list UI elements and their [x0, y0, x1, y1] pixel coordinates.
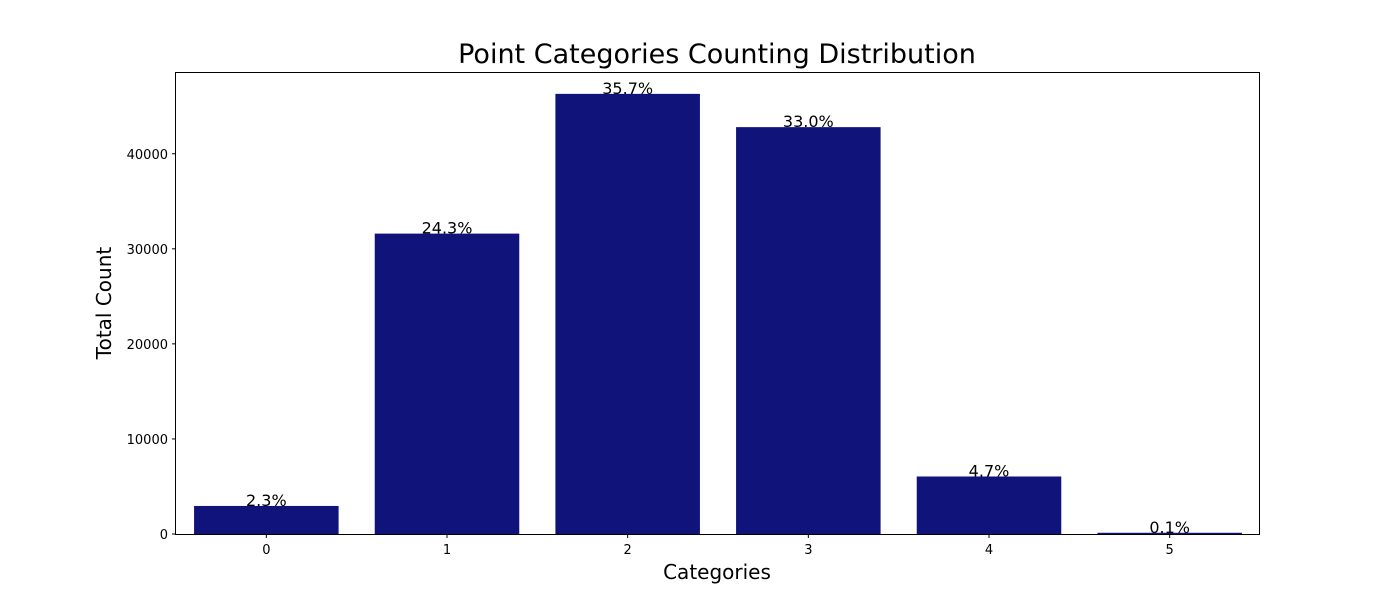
x-axis-label: Categories	[663, 560, 771, 584]
x-tick-label-5: 5	[1166, 543, 1174, 558]
bar-1	[374, 233, 520, 535]
data-label-1: 24.3%	[422, 219, 473, 238]
data-label-4: 4.7%	[969, 461, 1010, 480]
data-label-3: 33.0%	[783, 112, 834, 131]
bar-2	[555, 93, 700, 534]
bar-3	[736, 127, 881, 534]
y-tick-label-0: 0	[160, 528, 168, 543]
data-labels-group: 2.3% 24.3% 35.7% 33.0% 4.7% 0.1%	[246, 79, 1190, 537]
x-tick-label-2: 2	[624, 543, 632, 558]
y-tick-label-30000: 30000	[127, 243, 168, 258]
y-axis-ticks: 0 10000 20000 30000 40000	[127, 148, 176, 543]
bars-group	[194, 93, 1242, 535]
y-axis-label: Total Count	[92, 247, 116, 361]
x-tick-label-0: 0	[262, 543, 270, 558]
chart-title: Point Categories Counting Distribution	[458, 39, 976, 70]
y-tick-label-40000: 40000	[127, 148, 168, 163]
y-tick-label-10000: 10000	[127, 433, 168, 448]
x-tick-label-3: 3	[804, 543, 812, 558]
bar-4	[916, 476, 1062, 534]
y-tick-label-20000: 20000	[127, 338, 168, 353]
plot-frame	[175, 72, 1260, 535]
data-label-5: 0.1%	[1149, 518, 1190, 537]
x-tick-label-4: 4	[985, 543, 993, 558]
data-label-2: 35.7%	[602, 79, 653, 98]
x-tick-label-1: 1	[443, 543, 451, 558]
bar-5	[1097, 532, 1242, 534]
x-axis-ticks: 0 1 2 3 4 5	[262, 534, 1174, 558]
bar-0	[194, 505, 339, 534]
data-label-0: 2.3%	[246, 491, 287, 510]
